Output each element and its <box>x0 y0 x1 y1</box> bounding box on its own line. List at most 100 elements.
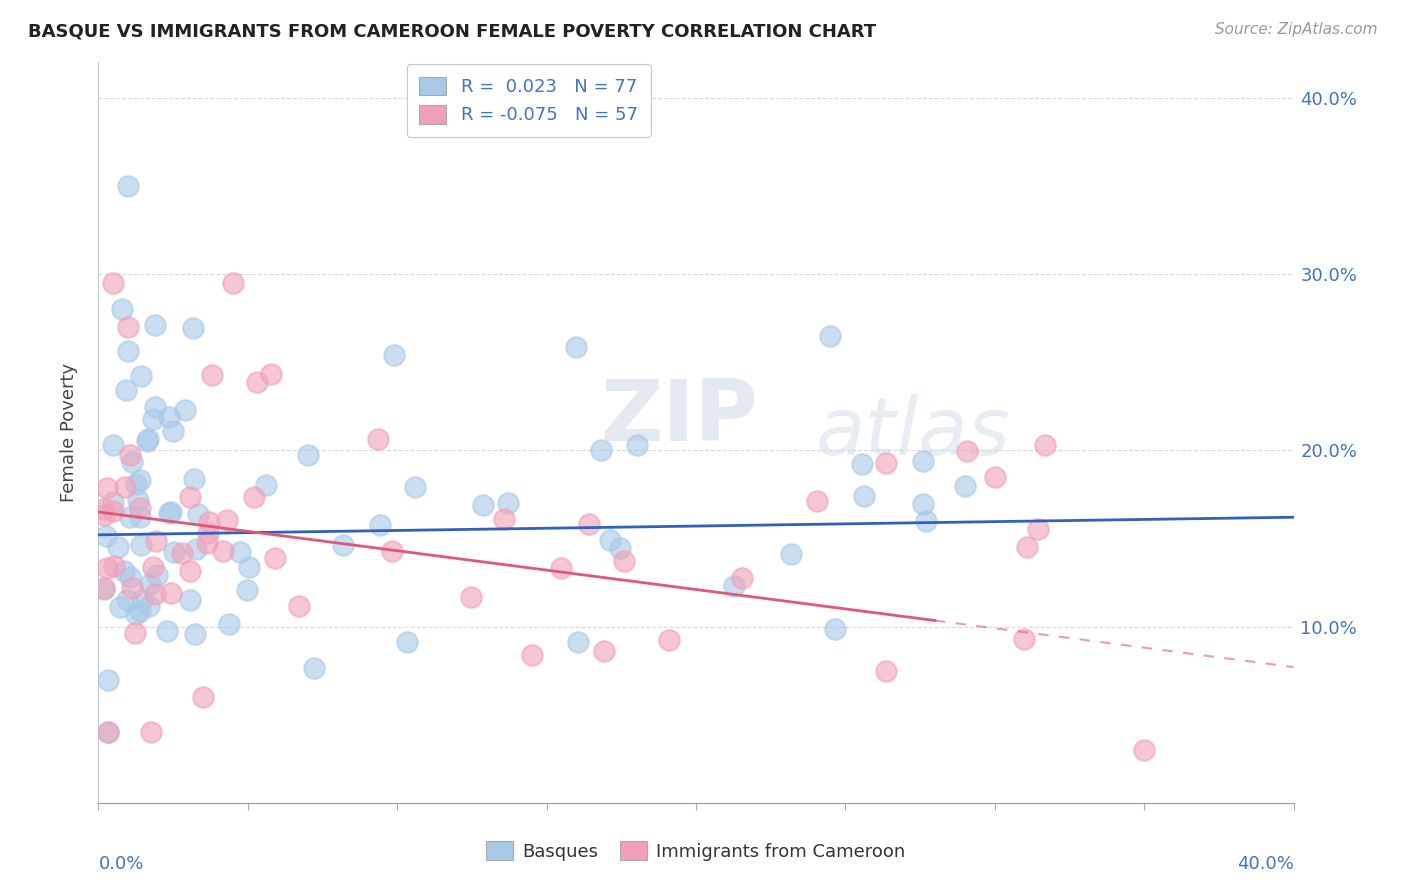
Point <box>143 318 166 333</box>
Point <box>117 343 139 358</box>
Point <box>260 367 283 381</box>
Point <box>382 348 405 362</box>
Point <box>93 581 115 595</box>
Point <box>218 617 240 632</box>
Point <box>162 425 184 439</box>
Point <box>288 599 311 613</box>
Point <box>101 438 124 452</box>
Point <box>820 328 842 343</box>
Text: BASQUE VS IMMIGRANTS FROM CAMEROON FEMALE POVERTY CORRELATION CHART: BASQUE VS IMMIGRANTS FROM CAMEROON FEMAL… <box>28 22 876 40</box>
Point <box>381 544 404 558</box>
Point <box>162 545 184 559</box>
Point <box>238 560 260 574</box>
Point <box>183 627 205 641</box>
Point <box>211 544 233 558</box>
Point <box>264 551 287 566</box>
Text: Source: ZipAtlas.com: Source: ZipAtlas.com <box>1215 22 1378 37</box>
Point <box>953 478 976 492</box>
Text: 40.0%: 40.0% <box>1237 855 1294 872</box>
Point <box>117 178 139 193</box>
Point <box>97 725 120 739</box>
Point <box>96 481 118 495</box>
Point <box>496 496 519 510</box>
Point <box>984 469 1007 483</box>
Point <box>121 581 143 595</box>
Point <box>370 517 392 532</box>
Point <box>93 582 115 596</box>
Point <box>1133 743 1156 757</box>
Point <box>136 432 159 446</box>
Point <box>146 567 169 582</box>
Point <box>121 455 143 469</box>
Text: atlas: atlas <box>815 393 1011 472</box>
Point <box>471 498 494 512</box>
Point <box>1033 438 1056 452</box>
Point <box>404 480 426 494</box>
Point <box>129 369 152 384</box>
Point <box>127 492 149 507</box>
Point <box>520 648 543 662</box>
Point <box>626 438 648 452</box>
Point <box>142 412 165 426</box>
Point <box>107 540 129 554</box>
Point <box>723 579 745 593</box>
Point <box>129 538 152 552</box>
Point <box>395 635 418 649</box>
Point <box>609 541 631 556</box>
Point <box>302 661 325 675</box>
Point <box>911 454 934 468</box>
Point <box>956 443 979 458</box>
Point <box>96 560 118 574</box>
Point <box>143 400 166 414</box>
Point <box>217 513 239 527</box>
Point <box>183 321 205 335</box>
Point <box>97 725 120 739</box>
Point <box>567 634 589 648</box>
Point <box>143 587 166 601</box>
Point <box>851 457 873 471</box>
Point <box>111 302 134 317</box>
Point <box>103 558 125 573</box>
Point <box>124 626 146 640</box>
Point <box>142 560 165 574</box>
Point <box>108 600 131 615</box>
Point <box>297 448 319 462</box>
Point <box>229 545 252 559</box>
Point <box>103 495 125 509</box>
Point <box>112 564 135 578</box>
Point <box>160 586 183 600</box>
Point <box>578 516 600 531</box>
Point <box>173 402 195 417</box>
Point <box>103 276 125 290</box>
Point <box>170 546 193 560</box>
Point <box>128 473 150 487</box>
Point <box>1017 540 1039 554</box>
Point <box>118 510 141 524</box>
Point <box>599 533 621 548</box>
Point <box>115 593 138 607</box>
Point <box>824 622 846 636</box>
Point <box>198 515 221 529</box>
Point <box>246 375 269 389</box>
Point <box>93 508 115 522</box>
Point <box>103 504 125 518</box>
Point <box>875 456 897 470</box>
Point <box>97 673 120 687</box>
Text: ZIP: ZIP <box>600 376 758 459</box>
Point <box>129 501 152 516</box>
Point <box>138 599 160 613</box>
Point <box>157 409 180 424</box>
Point <box>157 506 180 520</box>
Point <box>179 593 201 607</box>
Point <box>367 432 389 446</box>
Point <box>131 593 153 607</box>
Point <box>254 478 277 492</box>
Point <box>731 571 754 585</box>
Point <box>179 564 201 578</box>
Point <box>565 341 588 355</box>
Legend: Basques, Immigrants from Cameroon: Basques, Immigrants from Cameroon <box>479 834 912 868</box>
Point <box>114 480 136 494</box>
Point <box>117 319 139 334</box>
Point <box>236 582 259 597</box>
Point <box>593 644 616 658</box>
